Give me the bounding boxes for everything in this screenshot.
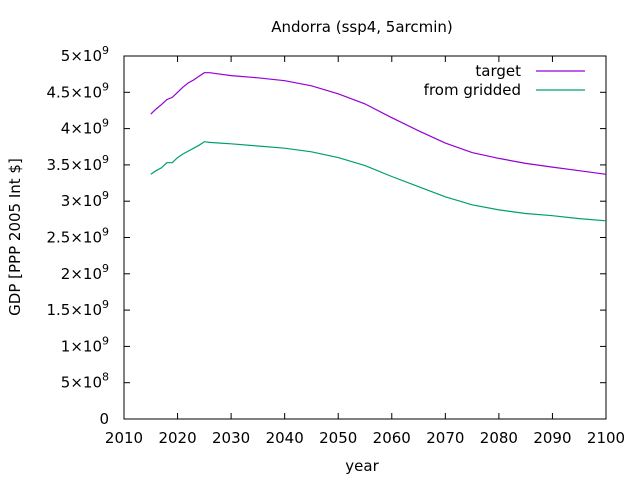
legend-label-target: target: [475, 62, 521, 80]
legend-label-from-gridded: from gridded: [424, 81, 521, 99]
x-tick-label: 2080: [480, 429, 518, 447]
y-tick-label: 0: [99, 410, 109, 428]
x-tick-label: 2030: [212, 429, 250, 447]
plot-area-frame: [123, 55, 607, 420]
series-line-from-gridded: [150, 141, 607, 222]
y-axis: 0 5×108 1×109 1.5×109 2×109 2.5×109 3×109 3.5×1…: [46, 44, 606, 428]
y-tick-label: 1.5×109: [46, 298, 109, 319]
y-axis-label: GDP [PPP 2005 Int $]: [6, 158, 24, 316]
x-tick-label: 2010: [105, 429, 143, 447]
x-tick-label: 2060: [373, 429, 411, 447]
y-tick-label: 3.5×109: [46, 153, 109, 174]
x-axis-label: year: [345, 457, 379, 475]
y-tick-label: 2×109: [61, 262, 109, 283]
x-tick-label: 2070: [426, 429, 464, 447]
y-tick-label: 1×109: [61, 334, 109, 355]
y-tick-label: 3×109: [61, 189, 109, 210]
x-tick-label: 2020: [158, 429, 196, 447]
y-tick-label: 5×108: [61, 371, 109, 392]
series-line-target: [150, 72, 607, 175]
x-tick-label: 2040: [266, 429, 304, 447]
x-tick-label: 2050: [319, 429, 357, 447]
y-tick-label: 5×109: [61, 44, 109, 65]
chart-title: Andorra (ssp4, 5arcmin): [271, 18, 453, 36]
x-tick-label: 2090: [533, 429, 571, 447]
y-tick-label: 4.5×109: [46, 80, 109, 101]
y-tick-label: 4×109: [61, 117, 109, 138]
y-tick-label: 2.5×109: [46, 226, 109, 247]
series-layer: [150, 72, 607, 222]
x-axis: 2010 2020 2030 2040 2050 2060 2070 2080 2090 2100: [105, 56, 625, 447]
x-tick-label: 2100: [587, 429, 625, 447]
